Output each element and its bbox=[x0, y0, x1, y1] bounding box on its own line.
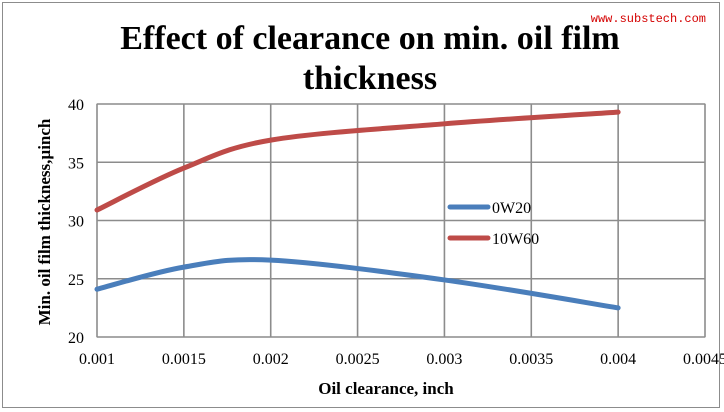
y-tick-label: 40 bbox=[68, 97, 84, 114]
x-tick-label: 0.0035 bbox=[509, 351, 553, 368]
legend-label-10w60: 10W60 bbox=[492, 231, 539, 248]
chart-title-line-2: thickness bbox=[303, 60, 437, 97]
x-tick-label: 0.003 bbox=[426, 351, 462, 368]
x-axis-title: Oil clearance, inch bbox=[318, 379, 454, 398]
x-tick-label: 0.002 bbox=[253, 351, 289, 368]
x-tick-label: 0.0015 bbox=[162, 351, 206, 368]
x-tick-labels: 0.001 0.0015 0.002 0.0025 0.003 0.0035 0.004 0.… bbox=[79, 351, 724, 368]
chart-title-line-1: Effect of clearance on min. oil film bbox=[120, 20, 619, 57]
x-tick-label: 0.004 bbox=[600, 351, 636, 368]
y-tick-label: 25 bbox=[68, 272, 84, 289]
plot-border bbox=[96, 103, 706, 338]
y-axis-title: Min. oil film thickness,µinch bbox=[35, 118, 54, 325]
y-tick-label: 20 bbox=[68, 330, 84, 347]
x-tick-label: 0.0045 bbox=[683, 351, 724, 368]
watermark: www.substech.com bbox=[591, 12, 706, 26]
series-lines bbox=[94, 109, 621, 311]
x-tick-label: 0.0025 bbox=[336, 351, 380, 368]
series-line-10w60 bbox=[94, 109, 621, 213]
y-tick-label: 30 bbox=[68, 214, 84, 231]
legend: 0W20 10W60 bbox=[447, 200, 539, 248]
x-tick-label: 0.001 bbox=[79, 351, 115, 368]
legend-label-0w20: 0W20 bbox=[492, 200, 531, 217]
y-tick-labels: 20 25 30 35 40 bbox=[68, 97, 84, 347]
y-tick-label: 35 bbox=[68, 155, 84, 172]
series-line-0w20 bbox=[94, 257, 621, 311]
